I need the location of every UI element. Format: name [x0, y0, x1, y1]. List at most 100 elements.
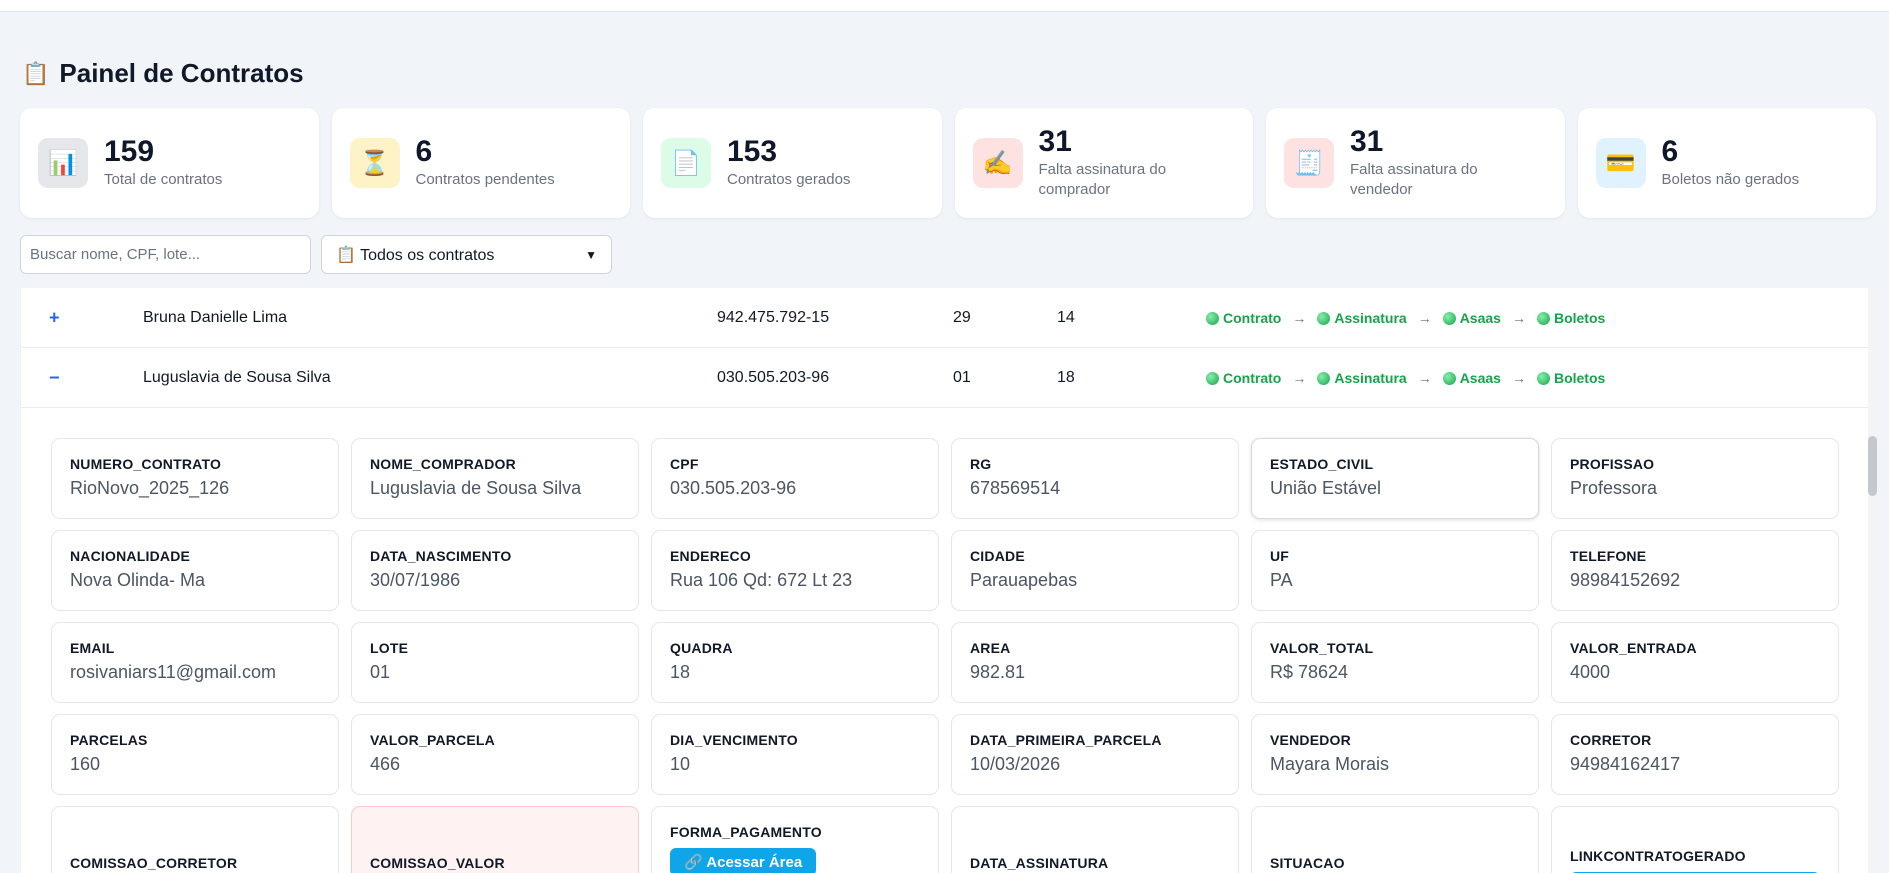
status-dot-icon [1317, 371, 1331, 385]
field-comissao-valor: COMISSAO_VALOR [351, 806, 639, 873]
field-email: EMAIL rosivaniars11@gmail.com [51, 622, 339, 703]
buyer-cpf: 030.505.203-96 [717, 368, 830, 386]
collapse-toggle[interactable]: − [49, 367, 60, 387]
access-area-button[interactable]: 🔗 Acessar Área [670, 848, 817, 873]
status-dot-icon [1206, 371, 1219, 385]
field-telefone: TELEFONE 98984152692 [1551, 530, 1839, 611]
arrow-right-icon: → [1417, 369, 1432, 386]
scrollbar-thumb[interactable] [1868, 436, 1877, 496]
field-rg: RG 678569514 [951, 438, 1239, 519]
lote: 01 [953, 368, 971, 386]
stat-value: 153 [727, 135, 778, 169]
credit-card-icon: 💳 [1595, 138, 1646, 188]
writing-hand-icon: ✍️ [972, 138, 1023, 188]
stat-label: Contratos pendentes [415, 170, 555, 188]
arrow-right-icon: → [1511, 309, 1526, 326]
buyer-name: Bruna Danielle Lima [143, 308, 288, 326]
status-steps: Contrato → Assinatura → Asaas → Boletos [1206, 310, 1605, 326]
stat-card-pending: ⏳ 6 Contratos pendentes [331, 108, 630, 218]
field-cpf: CPF 030.505.203-96 [651, 438, 939, 519]
field-area: AREA 982.81 [951, 622, 1239, 703]
status-dot-icon [1317, 311, 1331, 325]
stats-row: 📊 159 Total de contratos ⏳ 6 Contratos pen… [20, 108, 1876, 218]
stat-label: Falta assinatura do comprador [1038, 160, 1167, 198]
field-data-nascimento: DATA_NASCIMENTO 30/07/1986 [351, 530, 639, 611]
receipt-icon: 🧾 [1284, 138, 1334, 188]
arrow-right-icon: → [1511, 369, 1526, 386]
contract-filter-select[interactable]: 📋 Todos os contratos ▼ [321, 235, 612, 274]
step-assinatura: Assinatura [1317, 370, 1407, 386]
stat-value: 6 [1661, 135, 1679, 169]
field-lote: LOTE 01 [351, 622, 639, 703]
field-endereco: ENDERECO Rua 106 Qd: 672 Lt 23 [651, 530, 939, 611]
status-steps: Contrato → Assinatura → Asaas → Boletos [1206, 370, 1605, 386]
field-data-primeira-parcela: DATA_PRIMEIRA_PARCELA 10/03/2026 [951, 714, 1239, 795]
clipboard-icon: 📋 [22, 60, 50, 86]
status-dot-icon [1536, 311, 1550, 325]
field-comissao-corretor: COMISSAO_CORRETOR [51, 806, 339, 873]
scrollbar[interactable] [1868, 288, 1877, 873]
field-uf: UF PA [1251, 530, 1539, 611]
table-row[interactable]: − Luguslavia de Sousa Silva 030.505.203-… [21, 348, 1868, 408]
stat-card-generated: 📄 153 Contratos gerados [643, 108, 942, 218]
field-dia-vencimento: DIA_VENCIMENTO 10 [651, 714, 939, 795]
stat-label: Falta assinatura do vendedor [1350, 160, 1478, 198]
bar-chart-icon: 📊 [38, 138, 88, 188]
stat-value: 6 [415, 135, 433, 169]
status-dot-icon [1536, 371, 1550, 385]
stat-card-boletos: 💳 6 Boletos não gerados [1577, 108, 1876, 218]
quadra: 18 [1057, 368, 1075, 386]
search-input[interactable] [20, 235, 311, 274]
table-row[interactable]: + Bruna Danielle Lima 942.475.792-15 29 … [21, 288, 1868, 348]
field-profissao: PROFISSAO Professora [1551, 438, 1839, 519]
field-forma-pagamento: FORMA_PAGAMENTO 🔗 Acessar Área [651, 806, 939, 873]
field-corretor: CORRETOR 94984162417 [1551, 714, 1839, 795]
arrow-right-icon: → [1292, 309, 1307, 326]
field-parcelas: PARCELAS 160 [51, 714, 339, 795]
stat-card-buyer-signature: ✍️ 31 Falta assinatura do comprador [954, 108, 1253, 218]
filters-bar: 📋 Todos os contratos ▼ [20, 235, 612, 274]
field-situacao: SITUACAO [1251, 806, 1539, 873]
expand-toggle[interactable]: + [49, 307, 60, 327]
step-boletos: Boletos [1536, 370, 1605, 386]
arrow-right-icon: → [1417, 309, 1432, 326]
contract-detail-grid: NUMERO_CONTRATO RioNovo_2025_126 NOME_COM… [51, 438, 1841, 873]
field-quadra: QUADRA 18 [651, 622, 939, 703]
field-nacionalidade: NACIONALIDADE Nova Olinda- Ma [51, 530, 339, 611]
status-dot-icon [1442, 311, 1456, 325]
stat-card-total: 📊 159 Total de contratos [20, 108, 319, 218]
chevron-down-icon: ▼ [585, 247, 597, 262]
lote: 29 [953, 308, 971, 326]
stat-label: Total de contratos [104, 170, 223, 188]
page-title-text: Painel de Contratos [59, 58, 304, 88]
field-valor-parcela: VALOR_PARCELA 466 [351, 714, 639, 795]
stat-label: Boletos não gerados [1661, 170, 1800, 188]
step-assinatura: Assinatura [1317, 310, 1407, 326]
contracts-table: + Bruna Danielle Lima 942.475.792-15 29 … [20, 288, 1868, 873]
field-vendedor: VENDEDOR Mayara Morais [1251, 714, 1539, 795]
step-contrato: Contrato [1206, 310, 1281, 326]
stat-value: 159 [104, 135, 155, 169]
quadra: 14 [1057, 308, 1075, 326]
status-dot-icon [1442, 371, 1456, 385]
status-dot-icon [1206, 311, 1219, 325]
field-valor-entrada: VALOR_ENTRADA 4000 [1551, 622, 1839, 703]
document-icon: 📄 [661, 138, 711, 188]
field-estado-civil: ESTADO_CIVIL União Estável [1251, 438, 1539, 519]
field-cidade: CIDADE Parauapebas [951, 530, 1239, 611]
top-bar [0, 0, 1889, 12]
select-value: 📋 Todos os contratos [336, 246, 495, 264]
field-link-contrato-gerado: LINKCONTRATOGERADO [1551, 806, 1839, 873]
step-boletos: Boletos [1536, 310, 1605, 326]
hourglass-icon: ⏳ [349, 138, 400, 188]
stat-card-seller-signature: 🧾 31 Falta assinatura do vendedor [1266, 108, 1565, 218]
stat-value: 31 [1038, 125, 1072, 158]
page-title: 📋 Painel de Contratos [22, 58, 304, 89]
step-asaas: Asaas [1442, 370, 1501, 386]
field-nome-comprador: NOME_COMPRADOR Luguslavia de Sousa Silva [351, 438, 639, 519]
step-contrato: Contrato [1206, 370, 1281, 386]
field-data-assinatura: DATA_ASSINATURA [951, 806, 1239, 873]
buyer-name: Luguslavia de Sousa Silva [143, 368, 331, 386]
field-numero-contrato: NUMERO_CONTRATO RioNovo_2025_126 [51, 438, 339, 519]
stat-value: 31 [1350, 125, 1384, 158]
